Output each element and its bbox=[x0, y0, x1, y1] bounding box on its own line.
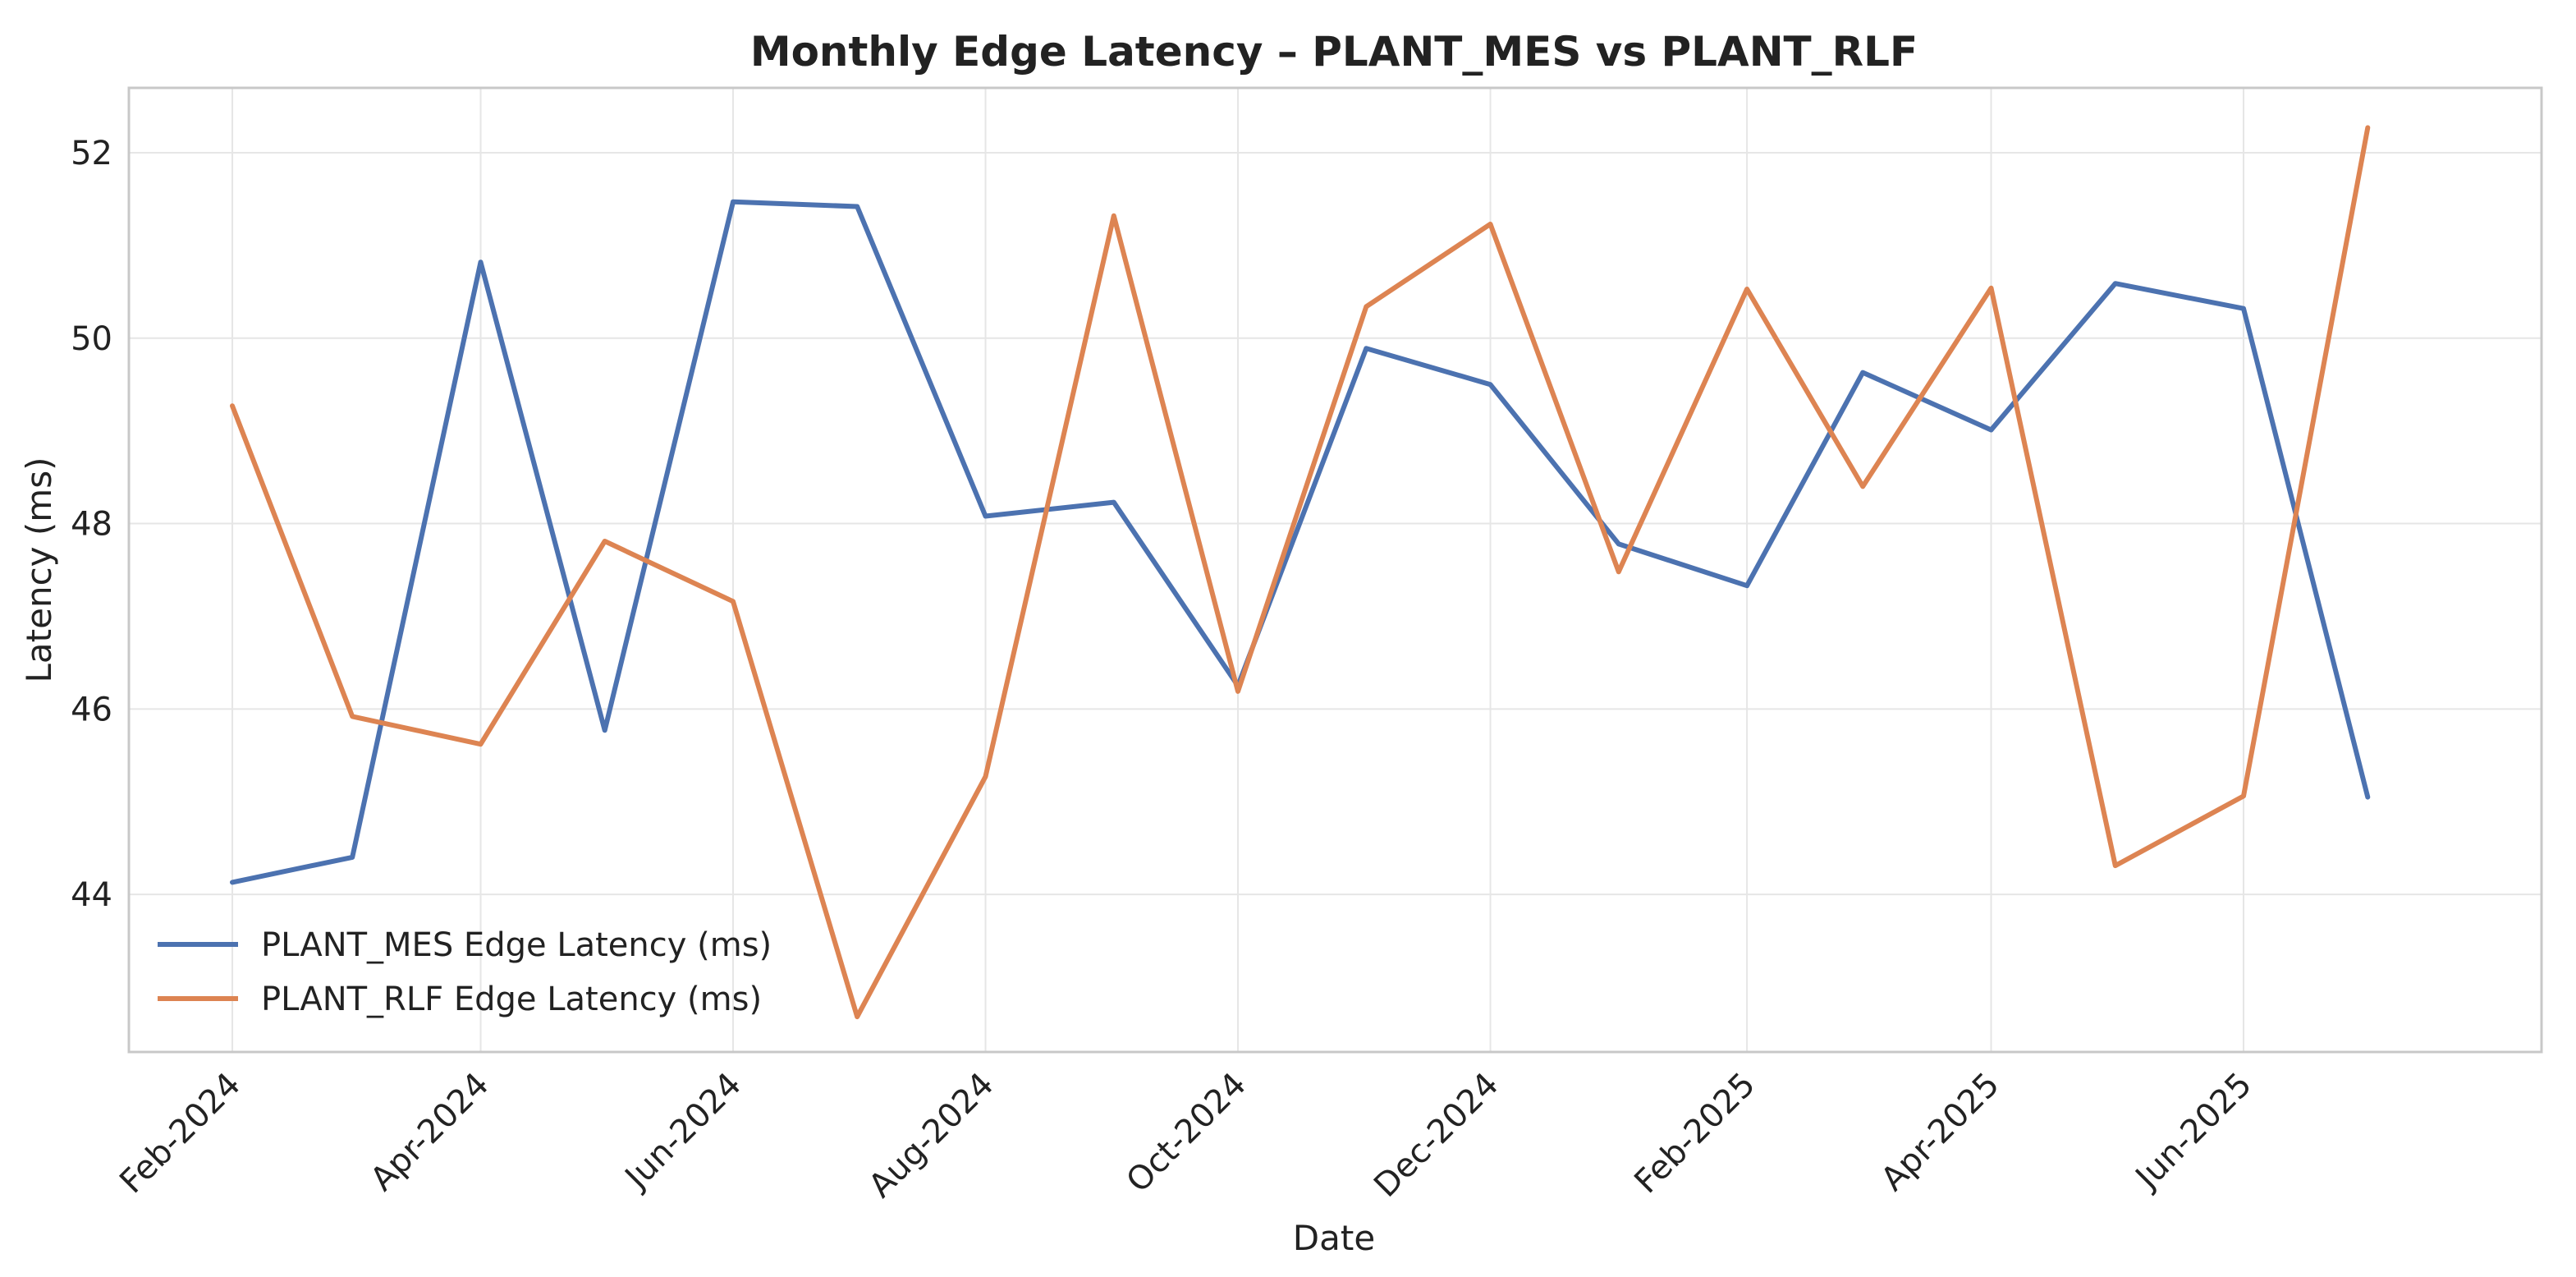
grid bbox=[129, 88, 2542, 1052]
y-axis-label: Latency (ms) bbox=[19, 457, 59, 683]
x-tick-label: Apr-2024 bbox=[364, 1066, 497, 1199]
legend-label: PLANT_RLF Edge Latency (ms) bbox=[261, 981, 762, 1018]
y-tick-label: 44 bbox=[71, 876, 112, 914]
y-tick-label: 46 bbox=[71, 691, 112, 728]
x-tick-label: Oct-2024 bbox=[1119, 1066, 1254, 1201]
axis-ticks: 44 46 48 50 52 Feb-2024 Apr-2024 Jun-2024 Aug-20… bbox=[71, 135, 2259, 1205]
chart-title: Monthly Edge Latency – PLANT_MES vs PLAN… bbox=[750, 28, 1918, 76]
x-tick-label: Aug-2024 bbox=[862, 1066, 1002, 1206]
y-tick-label: 50 bbox=[71, 320, 112, 358]
x-tick-label: Jun-2025 bbox=[2127, 1066, 2259, 1198]
plot-frame bbox=[127, 86, 2543, 1054]
x-tick-label: Feb-2024 bbox=[112, 1066, 248, 1201]
legend-label: PLANT_MES Edge Latency (ms) bbox=[261, 926, 772, 964]
x-axis-label: Date bbox=[1293, 1218, 1375, 1258]
x-tick-label: Jun-2024 bbox=[616, 1066, 749, 1198]
x-tick-label: Apr-2025 bbox=[1874, 1066, 2007, 1199]
y-tick-label: 48 bbox=[71, 506, 112, 544]
legend: PLANT_MES Edge Latency (ms) PLANT_RLF Edg… bbox=[158, 926, 772, 1018]
series-lines bbox=[230, 125, 2371, 1020]
x-tick-label: Dec-2024 bbox=[1367, 1066, 1506, 1205]
x-tick-label: Feb-2025 bbox=[1627, 1066, 1762, 1201]
y-tick-label: 52 bbox=[71, 135, 112, 172]
series-line-plant-rlf bbox=[230, 125, 2371, 1020]
series-line-plant-mes bbox=[230, 199, 2371, 885]
